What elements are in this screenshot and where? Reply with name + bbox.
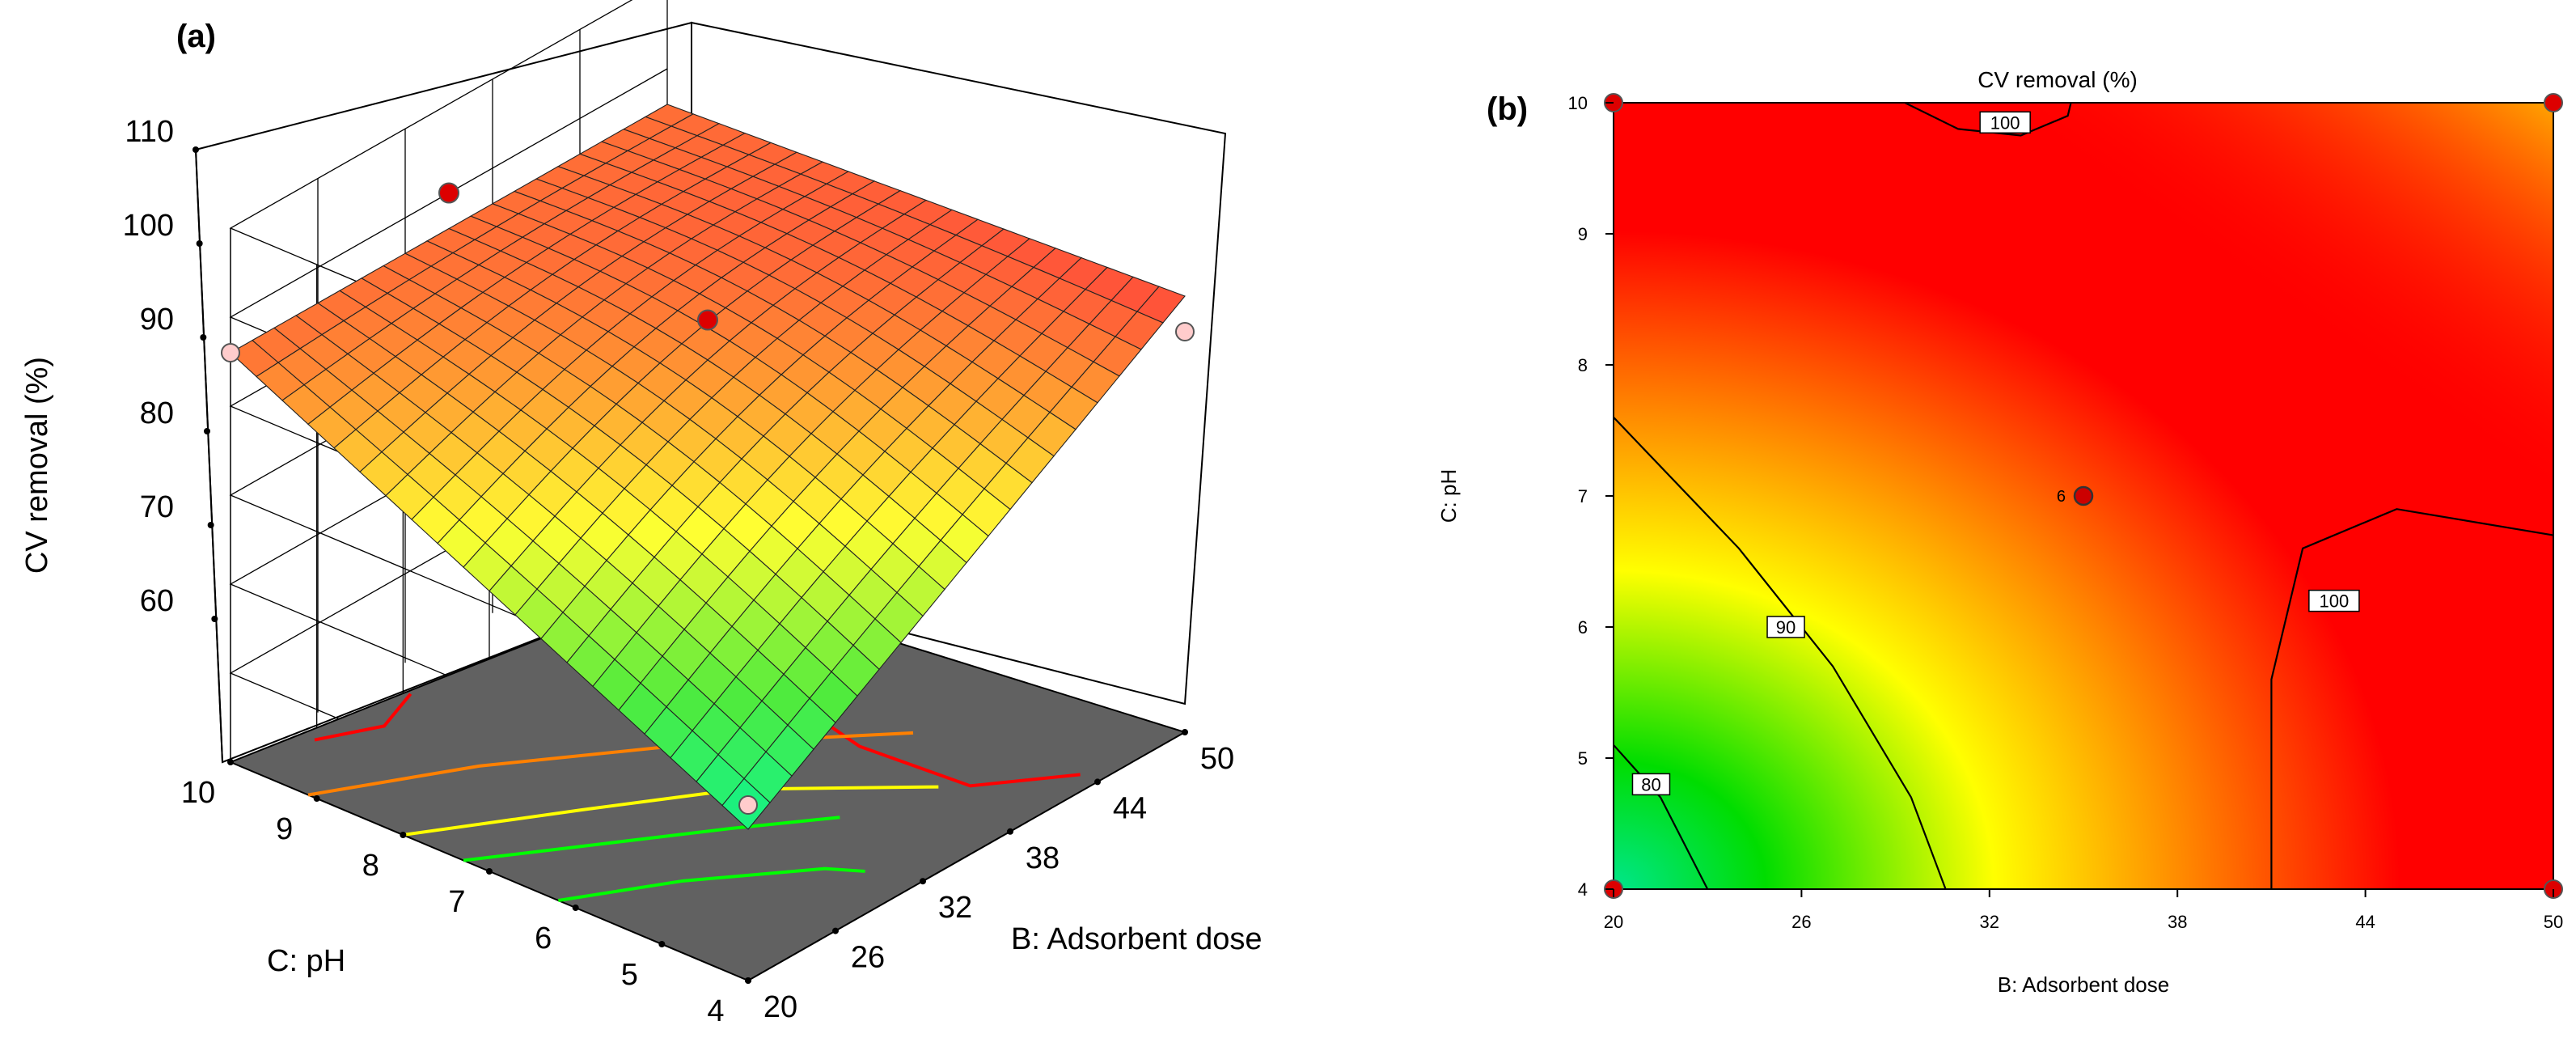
y-tick [227, 759, 234, 765]
y-tick-label: 10 [181, 776, 215, 810]
x-axis-label: B: Adsorbent dose [1011, 922, 1263, 956]
contour-label-box [1979, 111, 2031, 134]
x-axis-ticks: 20 26 32 38 44 50 [745, 729, 1234, 1024]
z-tick-label: 70 [140, 490, 174, 524]
x-tick-label: 20 [1604, 912, 1623, 932]
x-tick-label: 20 [763, 990, 797, 1024]
y-tick-label: 9 [1578, 224, 1588, 244]
z-tick-label: 100 [123, 209, 174, 243]
contour-line-100 [1904, 102, 2072, 137]
x-tick [1094, 778, 1101, 786]
contour-label-box [1631, 773, 1671, 796]
y-tick [486, 868, 493, 875]
x-tick-label: 32 [938, 891, 972, 925]
x-tick [832, 927, 839, 934]
x-tick-label: 38 [1026, 841, 1060, 875]
x-tick-label: 26 [851, 941, 885, 975]
contour-lines [1613, 102, 2554, 890]
y-tick [658, 941, 666, 947]
z-tick-label: 90 [140, 303, 174, 337]
x-axis-label: B: Adsorbent dose [1998, 972, 2169, 997]
contour-label: 100 [2320, 591, 2350, 612]
z-axis-line [195, 149, 223, 763]
y-tick [572, 905, 579, 911]
contour-label-box [2308, 589, 2360, 612]
center-point [2073, 485, 2094, 506]
y-tick [400, 832, 407, 838]
y-axis-ticks: 4 5 6 7 8 9 10 [181, 759, 751, 1028]
design-point [1175, 322, 1195, 341]
z-tick [196, 240, 203, 247]
panel-b-label: (b) [1487, 91, 1528, 127]
contour-line-80 [1613, 744, 1709, 890]
x-tick [1182, 729, 1188, 735]
design-points [221, 182, 1195, 815]
design-point [2544, 93, 2563, 112]
design-point [697, 309, 718, 331]
contour-line-100 [2270, 508, 2554, 889]
x-tick-label: 44 [1113, 791, 1147, 825]
x-tick-label: 32 [1980, 912, 1999, 932]
z-axis-ticks: 60 70 80 90 100 110 [123, 115, 223, 763]
z-tick [192, 146, 199, 153]
floor-contour-80 [463, 816, 840, 862]
design-point [438, 182, 459, 204]
y-tick-label: 8 [362, 849, 379, 883]
contour-label: 90 [1776, 617, 1796, 638]
z-tick-label: 80 [140, 396, 174, 430]
x-axis-ticks: 20 26 32 38 44 50 [1604, 889, 2563, 932]
x-tick-label: 50 [1200, 742, 1234, 776]
floor-design-point [738, 795, 758, 815]
x-tick-label: 50 [2544, 912, 2563, 932]
floor-contour-80 [558, 866, 865, 902]
floor-contour-100 [314, 693, 412, 742]
y-tick-label: 6 [1578, 617, 1588, 638]
y-tick-label: 5 [621, 958, 638, 992]
x-tick-label: 38 [2168, 912, 2187, 932]
y-tick-label: 9 [276, 812, 293, 846]
contour-label: 100 [1990, 112, 2020, 133]
x-tick-label: 44 [2355, 912, 2375, 932]
y-tick-label: 10 [1568, 93, 1588, 113]
x-tick [920, 878, 926, 885]
y-axis-ticks: 4 5 6 7 8 9 10 [1568, 93, 1614, 900]
y-tick-label: 4 [707, 994, 724, 1028]
z-tick [211, 616, 218, 622]
z-tick-label: 110 [125, 115, 174, 149]
z-axis-label: CV removal (%) [20, 357, 54, 574]
z-tick [204, 428, 210, 434]
y-tick-label: 7 [1578, 486, 1588, 506]
contour-label: 80 [1641, 774, 1660, 794]
contour-title: CV removal (%) [1977, 67, 2138, 92]
z-tick [207, 522, 214, 528]
contour-line-90 [1613, 417, 1947, 890]
y-tick [313, 795, 320, 802]
contour-label-box [1766, 616, 1805, 638]
contour-labels: 80 90 100 100 [1631, 111, 2360, 796]
center-point-label: 6 [2057, 488, 2066, 506]
y-tick [745, 977, 751, 984]
x-tick-label: 26 [1791, 912, 1811, 932]
y-axis-label: C: pH [267, 944, 345, 978]
response-surface [230, 104, 1186, 830]
y-tick-label: 7 [448, 885, 465, 919]
panel-b-contour-plot: (b) CV removal (%) 80 90 100 100 6 20 26 32 38… [1436, 67, 2563, 997]
y-tick-label: 8 [1578, 355, 1588, 375]
z-tick-label: 60 [140, 584, 174, 618]
floor-contour-90 [403, 785, 939, 837]
y-tick-label: 5 [1578, 748, 1588, 769]
y-axis-label: C: pH [1436, 469, 1461, 523]
y-tick-label: 6 [535, 921, 552, 955]
panel-a-surface-plot: (a) 60 70 80 90 100 110 20 26 32 38 44 50 4 5 6 7 8 9 10… [20, 0, 1263, 1028]
z-tick [200, 334, 207, 341]
y-tick-label: 4 [1578, 879, 1588, 900]
x-tick [1007, 828, 1013, 835]
panel-a-label: (a) [176, 19, 216, 54]
design-point [221, 343, 240, 362]
